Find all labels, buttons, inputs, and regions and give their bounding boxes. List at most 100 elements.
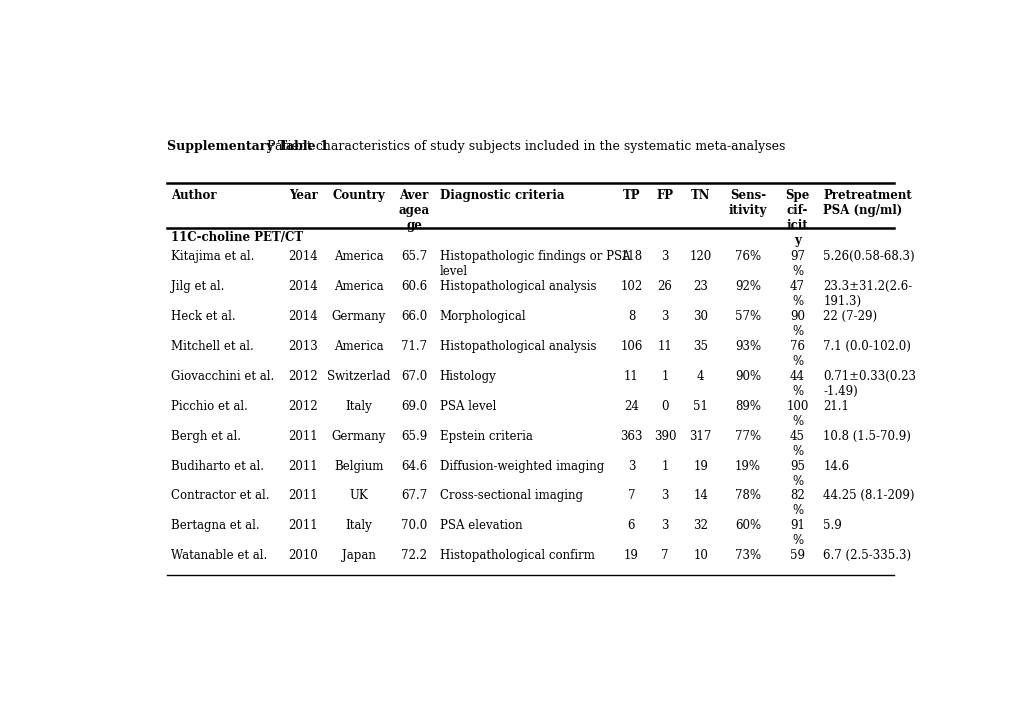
Text: 11: 11 [657, 340, 672, 353]
Text: Contractor et al.: Contractor et al. [171, 490, 269, 503]
Text: 102: 102 [620, 280, 642, 293]
Text: 19%: 19% [735, 459, 760, 472]
Text: Year: Year [288, 189, 318, 202]
Text: America: America [333, 250, 383, 263]
Text: Histopathological analysis: Histopathological analysis [439, 340, 596, 353]
Text: 2014: 2014 [288, 310, 318, 323]
Text: 32: 32 [693, 519, 707, 532]
Text: 47
%: 47 % [789, 280, 804, 308]
Text: Patient characteristics of study subjects included in the systematic meta-analys: Patient characteristics of study subject… [263, 140, 785, 153]
Text: 0: 0 [660, 400, 668, 413]
Text: Italy: Italy [345, 400, 372, 413]
Text: Mitchell et al.: Mitchell et al. [171, 340, 254, 353]
Text: 3: 3 [660, 310, 668, 323]
Text: 95
%: 95 % [789, 459, 804, 487]
Text: 30: 30 [693, 310, 707, 323]
Text: 0.71±0.33(0.23
-1.49): 0.71±0.33(0.23 -1.49) [822, 369, 915, 397]
Text: 2014: 2014 [288, 250, 318, 263]
Text: Spe
cif-
icit
y: Spe cif- icit y [785, 189, 809, 247]
Text: 2014: 2014 [288, 280, 318, 293]
Text: Author: Author [171, 189, 216, 202]
Text: Country: Country [332, 189, 385, 202]
Text: 65.7: 65.7 [400, 250, 427, 263]
Text: 5.9: 5.9 [822, 519, 841, 532]
Text: Histopathological analysis: Histopathological analysis [439, 280, 596, 293]
Text: 2010: 2010 [288, 549, 318, 562]
Text: 4: 4 [696, 369, 704, 383]
Text: 24: 24 [624, 400, 638, 413]
Text: 6: 6 [627, 519, 635, 532]
Text: 7: 7 [660, 549, 668, 562]
Text: TN: TN [690, 189, 709, 202]
Text: 73%: 73% [735, 549, 760, 562]
Text: 23.3±31.2(2.6-
191.3): 23.3±31.2(2.6- 191.3) [822, 280, 912, 308]
Text: 2011: 2011 [288, 490, 318, 503]
Text: 93%: 93% [735, 340, 760, 353]
Text: 64.6: 64.6 [400, 459, 427, 472]
Text: 100
%: 100 % [786, 400, 808, 428]
Text: TP: TP [622, 189, 640, 202]
Text: Picchio et al.: Picchio et al. [171, 400, 248, 413]
Text: Germany: Germany [331, 310, 385, 323]
Text: America: America [333, 280, 383, 293]
Text: 19: 19 [693, 459, 707, 472]
Text: 2013: 2013 [288, 340, 318, 353]
Text: 1: 1 [660, 459, 668, 472]
Text: 2011: 2011 [288, 459, 318, 472]
Text: Belgium: Belgium [333, 459, 383, 472]
Text: 2011: 2011 [288, 519, 318, 532]
Text: 97
%: 97 % [789, 250, 804, 278]
Text: 6.7 (2.5-335.3): 6.7 (2.5-335.3) [822, 549, 910, 562]
Text: 10: 10 [693, 549, 707, 562]
Text: 317: 317 [689, 430, 711, 443]
Text: 44.25 (8.1-209): 44.25 (8.1-209) [822, 490, 914, 503]
Text: 92%: 92% [735, 280, 760, 293]
Text: FP: FP [656, 189, 673, 202]
Text: 106: 106 [620, 340, 642, 353]
Text: 44
%: 44 % [789, 369, 804, 397]
Text: 1: 1 [660, 369, 668, 383]
Text: 23: 23 [693, 280, 707, 293]
Text: 71.7: 71.7 [400, 340, 427, 353]
Text: 69.0: 69.0 [400, 400, 427, 413]
Text: 65.9: 65.9 [400, 430, 427, 443]
Text: 5.26(0.58-68.3): 5.26(0.58-68.3) [822, 250, 914, 263]
Text: 120: 120 [689, 250, 711, 263]
Text: 70.0: 70.0 [400, 519, 427, 532]
Text: Germany: Germany [331, 430, 385, 443]
Text: Pretreatment
PSA (ng/ml): Pretreatment PSA (ng/ml) [822, 189, 911, 217]
Text: Sens-
itivity: Sens- itivity [729, 189, 766, 217]
Text: Switzerlad: Switzerlad [327, 369, 390, 383]
Text: 35: 35 [693, 340, 707, 353]
Text: 67.0: 67.0 [400, 369, 427, 383]
Text: 77%: 77% [735, 430, 760, 443]
Text: 82
%: 82 % [790, 490, 804, 518]
Text: 2012: 2012 [288, 400, 318, 413]
Text: 3: 3 [627, 459, 635, 472]
Text: America: America [333, 340, 383, 353]
Text: 45
%: 45 % [789, 430, 804, 458]
Text: 78%: 78% [735, 490, 760, 503]
Text: Italy: Italy [345, 519, 372, 532]
Text: 118: 118 [620, 250, 642, 263]
Text: Histopathological confirm: Histopathological confirm [439, 549, 594, 562]
Text: 22 (7-29): 22 (7-29) [822, 310, 876, 323]
Text: Diagnostic criteria: Diagnostic criteria [439, 189, 564, 202]
Text: 11C-choline PET/CT: 11C-choline PET/CT [171, 230, 303, 243]
Text: Bergh et al.: Bergh et al. [171, 430, 240, 443]
Text: 2011: 2011 [288, 430, 318, 443]
Text: Budiharto et al.: Budiharto et al. [171, 459, 264, 472]
Text: 8: 8 [627, 310, 635, 323]
Text: 66.0: 66.0 [400, 310, 427, 323]
Text: 3: 3 [660, 519, 668, 532]
Text: Cross-sectional imaging: Cross-sectional imaging [439, 490, 582, 503]
Text: 60%: 60% [735, 519, 760, 532]
Text: Bertagna et al.: Bertagna et al. [171, 519, 260, 532]
Text: 14: 14 [693, 490, 707, 503]
Text: 89%: 89% [735, 400, 760, 413]
Text: 390: 390 [653, 430, 676, 443]
Text: UK: UK [348, 490, 368, 503]
Text: 76
%: 76 % [789, 340, 804, 368]
Text: Heck et al.: Heck et al. [171, 310, 235, 323]
Text: 90%: 90% [735, 369, 760, 383]
